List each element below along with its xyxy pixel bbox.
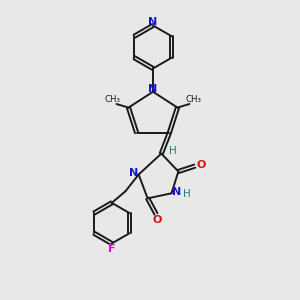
Text: N: N: [129, 168, 139, 178]
Text: N: N: [172, 187, 181, 197]
Text: H: H: [183, 189, 191, 199]
Text: O: O: [196, 160, 206, 170]
Text: H: H: [169, 146, 177, 156]
Text: N: N: [148, 16, 158, 27]
Text: CH₃: CH₃: [104, 95, 120, 104]
Text: F: F: [108, 244, 116, 254]
Text: CH₃: CH₃: [186, 95, 202, 104]
Text: O: O: [152, 215, 162, 225]
Text: N: N: [148, 84, 158, 94]
